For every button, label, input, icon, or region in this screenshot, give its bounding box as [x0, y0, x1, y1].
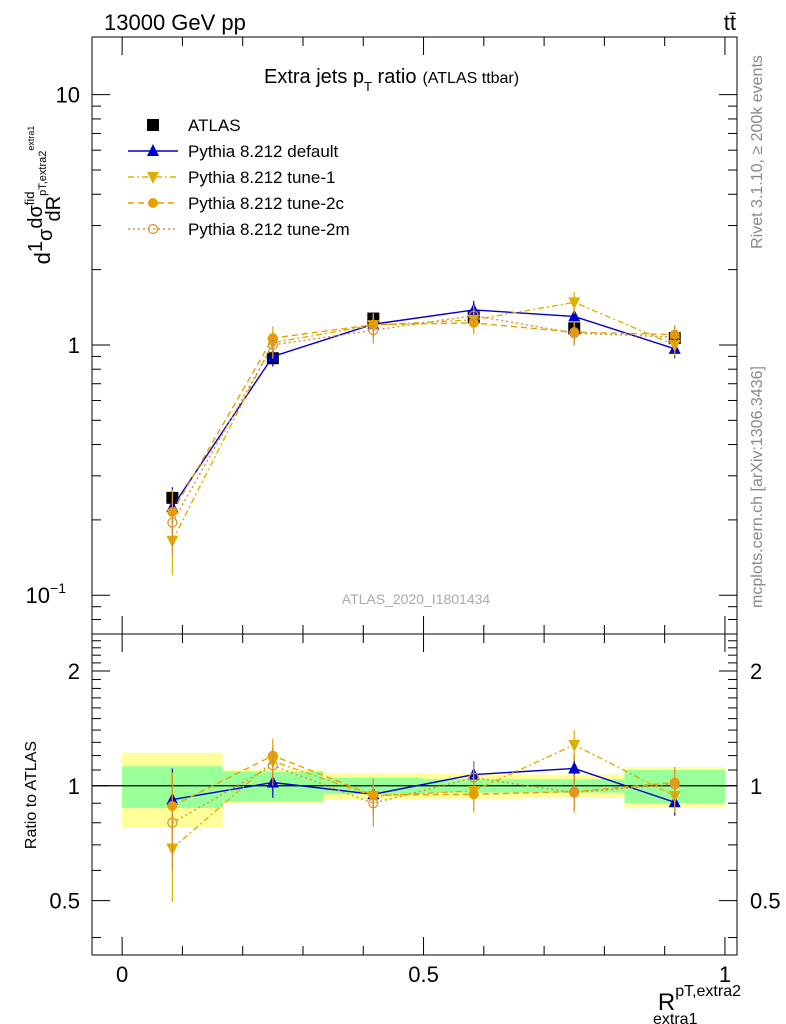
x-tick-label: 0 [116, 962, 128, 987]
ratio-bands [92, 752, 737, 827]
chart-title-sub: T [364, 79, 372, 94]
data-point [669, 331, 680, 343]
ratio-point [568, 739, 581, 752]
series-2 [166, 291, 681, 576]
ratio-series-line [171, 744, 676, 849]
data-point [368, 325, 379, 336]
ratio-point [167, 817, 178, 828]
ratio-frame [91, 633, 738, 956]
ratio-series-4 [167, 747, 680, 871]
energy-label: 13000 GeV pp [104, 10, 246, 35]
ratio-y-tick-label: 0.5 [49, 889, 80, 914]
main-ylabel-fid: fid [22, 191, 37, 205]
ratio-point [669, 779, 680, 790]
ratio-point [267, 760, 278, 771]
x-axis-label-sub: extra1 [653, 1011, 698, 1024]
ratio-ticks [92, 634, 737, 955]
series-line [171, 322, 675, 513]
y-tick-label: 10 [56, 83, 80, 108]
ratio-point [368, 798, 379, 809]
ratio-series [166, 730, 681, 903]
series-4 [167, 305, 680, 555]
ratio-panel [91, 633, 738, 956]
chart-title-note: (ATLAS ttbar) [422, 70, 519, 87]
chart-title-tail: ratio [372, 66, 416, 88]
ratio-point [568, 761, 581, 774]
main-ylabel-sigma: σ [35, 228, 57, 241]
mcplots-label: mcplots.cern.ch [arXiv:1306.3436] [749, 366, 766, 608]
main-panel: Extra jets pT ratio (ATLAS ttbar) ATLAS_2… [91, 36, 738, 635]
series-0 [166, 311, 681, 504]
ratio-series-line [172, 764, 675, 824]
ratio-point [468, 772, 479, 783]
y-tick-label: 1 [68, 333, 80, 358]
ratio-y-tick-label-right: 1 [750, 774, 762, 799]
main-ylabel: d1σdσfid dRpT,extra2extra1 [22, 126, 65, 265]
ratio-y-tick-label-right: 0.5 [750, 889, 781, 914]
rivet-label: Rivet 3.1.10, ≥ 200k events [749, 55, 766, 249]
data-point [569, 328, 580, 339]
legend-marker [148, 198, 158, 208]
main-ylabel-dr: dR [43, 196, 65, 222]
legend-marker [147, 144, 159, 156]
ratio-point [569, 787, 580, 798]
x-tick-labels: 0 0.5 1 [116, 962, 731, 987]
y-tick-labels: 10−1 1 10 0.5 0.5 1 1 2 2 [26, 83, 781, 914]
data-point [167, 517, 178, 528]
legend-label: Pythia 8.212 tune-2c [188, 194, 344, 213]
analysis-label: ATLAS_2020_I1801434 [342, 591, 491, 607]
data-point [568, 309, 581, 322]
main-ylabel-dsigma: dσ [25, 205, 47, 229]
x-axis-label: RpT,extra2 extra1 [653, 983, 741, 1024]
main-ylabel-text: d [30, 252, 55, 264]
legend-label: Pythia 8.212 tune-1 [188, 168, 335, 187]
legend-label: ATLAS [188, 116, 241, 135]
main-ylabel-sup: pT,extra2 [37, 151, 49, 196]
series-1 [166, 300, 681, 532]
x-tick-label: 1 [719, 962, 731, 987]
x-axis-label-main: R [658, 989, 675, 1016]
main-ticks [92, 37, 737, 635]
ratio-y-tick-label: 1 [68, 774, 80, 799]
series-line [171, 301, 676, 542]
ratio-y-tick-label: 2 [68, 659, 80, 684]
legend: ATLAS Pythia 8.212 default Pythia 8.212 tu… [128, 116, 350, 239]
ratio-y-tick-label-right: 2 [750, 659, 762, 684]
ratio-series-line [172, 767, 675, 803]
legend-label: Pythia 8.212 tune-2m [188, 220, 350, 239]
process-label: tt̄ [724, 10, 736, 35]
x-axis-label-sup: pT,extra2 [675, 983, 741, 1000]
data-point [267, 339, 278, 351]
main-ylabel-frac: 1 [25, 241, 47, 252]
ratio-series-2 [166, 730, 681, 903]
series-line [171, 309, 675, 508]
chart-title: Extra jets pT ratio (ATLAS ttbar) [264, 66, 519, 94]
data-point [568, 297, 581, 310]
legend-marker [147, 119, 159, 131]
legend-label: Pythia 8.212 default [188, 142, 339, 161]
series-line [171, 314, 675, 523]
main-series [166, 291, 681, 576]
legend-marker [147, 223, 159, 235]
legend-marker [147, 172, 159, 184]
y-tick-label: 10−1 [26, 580, 67, 608]
series-3 [167, 312, 680, 541]
main-ylabel-sub: extra1 [26, 126, 36, 151]
ratio-series-line [172, 754, 675, 807]
data-point [468, 310, 479, 321]
ratio-ylabel: Ratio to ATLAS [23, 741, 40, 849]
x-tick-label: 0.5 [408, 962, 439, 987]
